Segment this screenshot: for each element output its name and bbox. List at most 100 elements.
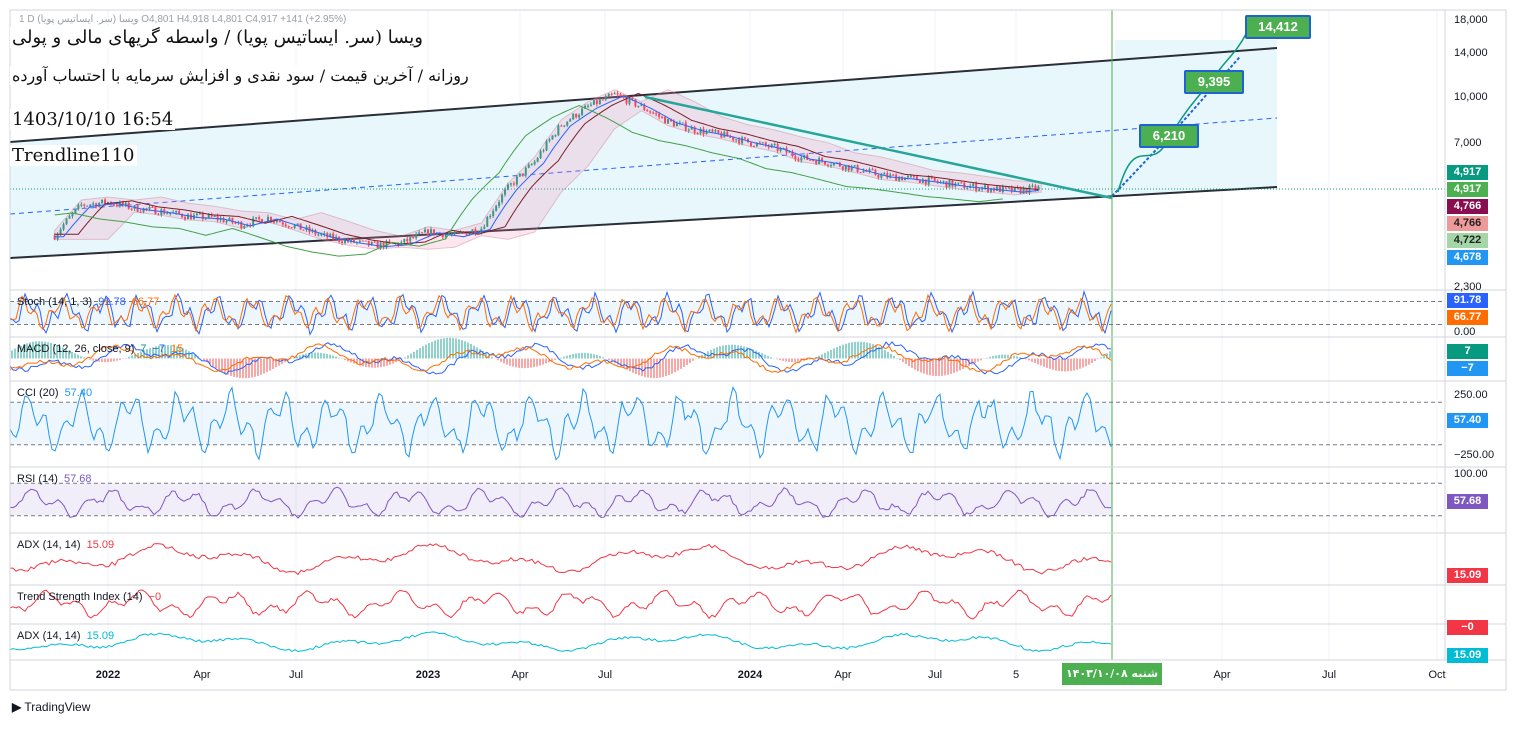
candle-body-186: [604, 96, 607, 100]
candle-body-49: [198, 213, 201, 215]
candle-body-98: [344, 239, 347, 244]
projection-fill: [1115, 40, 1277, 188]
candle-body-23: [121, 201, 124, 206]
candle-body-199: [643, 104, 646, 110]
x-tick-2: Jul: [288, 669, 304, 681]
candle-body-165: [542, 150, 545, 152]
candle-body-5: [68, 216, 71, 219]
candle-body-171: [560, 125, 563, 127]
candle-body-2: [59, 229, 62, 234]
candle-body-84: [302, 229, 305, 231]
candle-body-121: [412, 236, 415, 239]
candle-body-272: [859, 172, 862, 174]
candle-body-54: [213, 215, 216, 217]
chart-frame: [9, 9, 1507, 691]
candle-body-161: [530, 164, 533, 166]
candle-body-303: [951, 180, 954, 187]
candle-body-122: [415, 233, 418, 239]
candle-body-253: [803, 155, 806, 158]
candle-body-107: [370, 241, 373, 246]
x-tick-7: Apr: [834, 669, 852, 681]
candle-body-30: [142, 208, 145, 213]
candle-body-225: [720, 133, 723, 138]
candle-body-213: [684, 122, 687, 131]
candle-body-157: [518, 173, 521, 177]
candle-body-26: [130, 208, 133, 210]
candle-body-215: [690, 127, 693, 130]
candle-body-140: [468, 232, 471, 236]
x-tick-8: Jul: [927, 669, 943, 681]
candle-body-214: [687, 129, 690, 131]
candle-body-331: [1034, 185, 1037, 190]
candle-body-42: [178, 210, 181, 214]
indicator-name: Trend Strength Index (14): [17, 591, 143, 603]
candle-body-96: [338, 236, 341, 242]
adx-line: [10, 543, 1112, 576]
indicator-name: ADX (14, 14): [17, 539, 81, 551]
footer-brand[interactable]: ▶ TradingView: [12, 700, 90, 714]
candle-body-183: [595, 100, 598, 105]
candle-body-185: [601, 99, 604, 101]
candle-body-277: [874, 169, 877, 175]
target-box-2: 14,412: [1245, 15, 1311, 39]
candle-body-198: [640, 104, 643, 106]
candle-body-305: [957, 182, 960, 184]
candle-body-146: [486, 216, 489, 227]
candle-body-60: [231, 218, 234, 223]
candle-body-220: [705, 131, 708, 135]
candle-body-77: [281, 222, 284, 225]
candle-body-97: [341, 241, 344, 244]
candle-body-113: [388, 240, 391, 243]
indicator-value: 7: [140, 343, 147, 355]
candle-body-246: [782, 148, 785, 150]
x-tick-12: Oct: [1428, 669, 1446, 681]
pane-frames: [9, 9, 1507, 691]
signature: Trendline110: [10, 145, 137, 166]
candle-body-228: [729, 136, 732, 138]
indicator-tag-1-1: −7: [1447, 361, 1488, 376]
candle-body-38: [166, 213, 169, 215]
channel-lower-line: [9, 186, 1278, 259]
price-y-tick-3: 7,000: [1454, 137, 1482, 149]
price-tag-3: 4,766: [1447, 216, 1488, 231]
candle-body-286: [901, 177, 904, 181]
candle-body-29: [139, 211, 142, 213]
brand-text: TradingView: [24, 700, 91, 714]
candle-body-194: [628, 97, 631, 104]
x-tick-1: Apr: [193, 669, 211, 681]
indicator-name: CCI (20): [17, 387, 59, 399]
candle-body-9: [80, 204, 83, 206]
band-fill-2: [10, 402, 1112, 445]
indicator-tag-5-0: −0: [1447, 620, 1488, 635]
candle-body-64: [243, 226, 246, 229]
candle-body-59: [228, 218, 231, 221]
candle-body-123: [418, 232, 421, 234]
candle-body-101: [352, 238, 355, 243]
candle-body-212: [681, 122, 684, 124]
candle-body-221: [708, 129, 711, 132]
candle-body-294: [924, 179, 927, 185]
candle-body-169: [554, 135, 557, 137]
candle-body-4: [65, 218, 68, 225]
pane-label-6: ADX (14, 14) 15.09: [17, 630, 114, 642]
candle-body-231: [738, 139, 741, 144]
indicator-value: 15: [171, 343, 184, 355]
indicator-name: Stoch (14, 1, 3): [17, 296, 93, 308]
candle-body-243: [773, 144, 776, 146]
candle-body-258: [818, 158, 821, 164]
candle-body-255: [809, 159, 812, 161]
candle-body-45: [187, 214, 189, 220]
candle-body-224: [717, 130, 720, 134]
candle-body-144: [480, 228, 483, 233]
candle-body-223: [714, 130, 717, 132]
pane-label-2: CCI (20) 57.40: [17, 387, 92, 399]
candle-body-70: [261, 219, 264, 223]
candle-body-267: [844, 165, 847, 170]
candle-body-63: [240, 221, 243, 229]
candle-body-269: [850, 166, 853, 171]
channel-fill: [10, 48, 1277, 258]
candle-body-181: [589, 104, 592, 106]
candle-body-109: [376, 241, 379, 249]
